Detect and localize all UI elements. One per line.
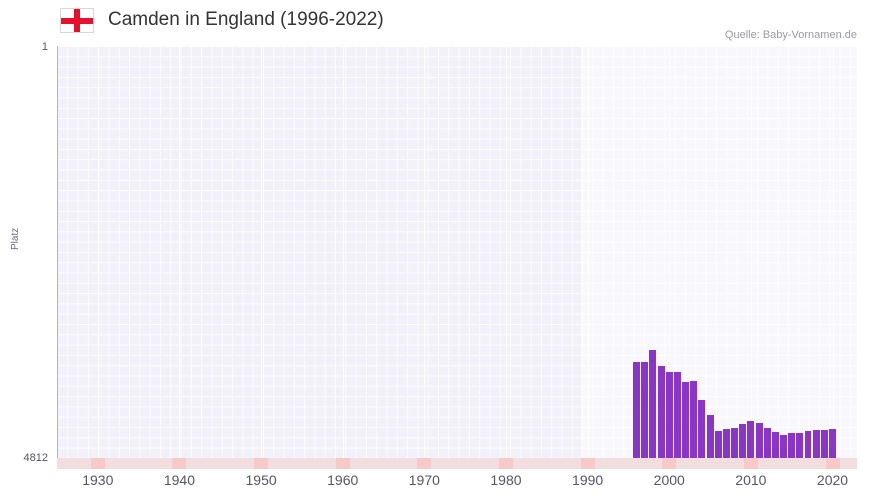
- y-axis-title: Platz: [10, 227, 21, 250]
- gridline-1950: [261, 46, 263, 458]
- bar-2000: [665, 372, 673, 458]
- gridline-1960: [342, 46, 344, 458]
- x-tick-block-1960: [335, 458, 350, 469]
- x-tick-block-1980: [498, 458, 513, 469]
- x-tick-block-1930: [90, 458, 105, 469]
- bar-2002: [682, 382, 690, 458]
- page-title: Camden in England (1996-2022): [108, 9, 384, 30]
- x-tick-block-1950: [254, 458, 269, 469]
- gridline-2020: [832, 46, 834, 458]
- x-tick-block-1970: [417, 458, 432, 469]
- gridline-1980: [505, 46, 507, 458]
- bar-1998: [649, 350, 657, 458]
- bar-2019: [820, 430, 828, 458]
- bar-2010: [747, 420, 755, 458]
- x-tick-label-1970: 1970: [408, 472, 440, 488]
- x-tick-block-2000: [662, 458, 677, 469]
- x-tick-label-1980: 1980: [490, 472, 522, 488]
- gridline-1940: [179, 46, 181, 458]
- bar-2009: [739, 424, 747, 458]
- england-flag-icon: [60, 8, 94, 33]
- bar-2011: [755, 422, 763, 458]
- bar-2008: [731, 428, 739, 458]
- bar-2018: [812, 430, 820, 458]
- plot-highlight-region: [581, 46, 857, 458]
- gridline-1970: [424, 46, 426, 458]
- bar-1996: [633, 362, 641, 458]
- gridline-2010: [750, 46, 752, 458]
- bar-2004: [698, 400, 706, 458]
- bar-2001: [673, 372, 681, 458]
- plot-area: [57, 46, 857, 458]
- x-tick-label-1930: 1930: [82, 472, 114, 488]
- x-axis-band: [57, 458, 857, 469]
- bar-1999: [657, 366, 665, 458]
- x-tick-label-2020: 2020: [816, 472, 849, 488]
- bar-2014: [780, 434, 787, 458]
- x-tick-block-1990: [580, 458, 595, 469]
- x-tick-label-1960: 1960: [327, 472, 359, 488]
- bar-2016: [796, 433, 804, 458]
- x-tick-label-2000: 2000: [653, 472, 685, 488]
- x-tick-block-2010: [743, 458, 758, 469]
- bar-2006: [714, 431, 722, 458]
- flag-cross-vertical: [74, 9, 80, 32]
- bar-2020: [829, 428, 836, 458]
- y-axis-tick-bottom: 4812: [23, 452, 48, 464]
- bar-2017: [804, 431, 812, 458]
- minor-gridlines: [57, 46, 857, 458]
- bar-2015: [788, 433, 796, 458]
- y-axis-line: [57, 46, 58, 458]
- bar-2013: [771, 431, 779, 458]
- x-tick-label-1990: 1990: [572, 472, 604, 488]
- bar-2003: [690, 381, 698, 458]
- x-tick-label-1950: 1950: [245, 472, 277, 488]
- bar-2005: [706, 414, 714, 458]
- x-tick-block-2020: [825, 458, 840, 469]
- gridline-2000: [669, 46, 671, 458]
- gridline-1990: [587, 46, 589, 458]
- x-tick-label-2010: 2010: [735, 472, 767, 488]
- bar-2007: [722, 429, 730, 458]
- gridline-1930: [97, 46, 99, 458]
- source-note: Quelle: Baby-Vornamen.de: [724, 29, 857, 41]
- y-axis-tick-top: 1: [41, 41, 48, 53]
- x-tick-block-1940: [172, 458, 187, 469]
- bar-2012: [763, 427, 771, 458]
- bar-1997: [641, 362, 649, 458]
- x-tick-label-1940: 1940: [163, 472, 196, 488]
